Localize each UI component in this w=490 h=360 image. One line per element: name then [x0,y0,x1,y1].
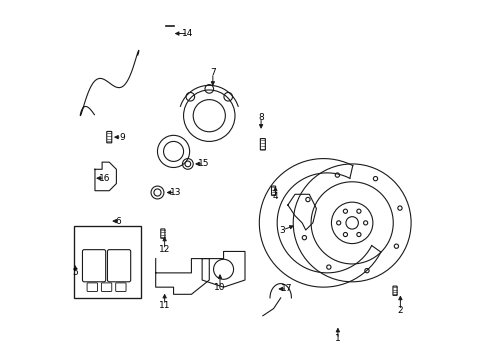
Text: 12: 12 [159,245,171,254]
Text: 4: 4 [272,192,278,201]
Text: 1: 1 [335,334,341,343]
Text: 8: 8 [258,113,264,122]
Text: 15: 15 [198,159,210,168]
Text: 11: 11 [159,301,171,310]
Text: 7: 7 [210,68,216,77]
Text: 17: 17 [281,284,293,293]
Text: 2: 2 [397,306,403,315]
Text: 13: 13 [170,188,181,197]
Text: 6: 6 [115,217,121,226]
Text: 5: 5 [73,268,78,277]
Text: 14: 14 [182,29,194,38]
Text: 10: 10 [214,283,226,292]
Bar [74,226,142,298]
Text: 9: 9 [119,132,124,141]
Text: 16: 16 [99,174,111,183]
Text: 3: 3 [280,225,285,234]
